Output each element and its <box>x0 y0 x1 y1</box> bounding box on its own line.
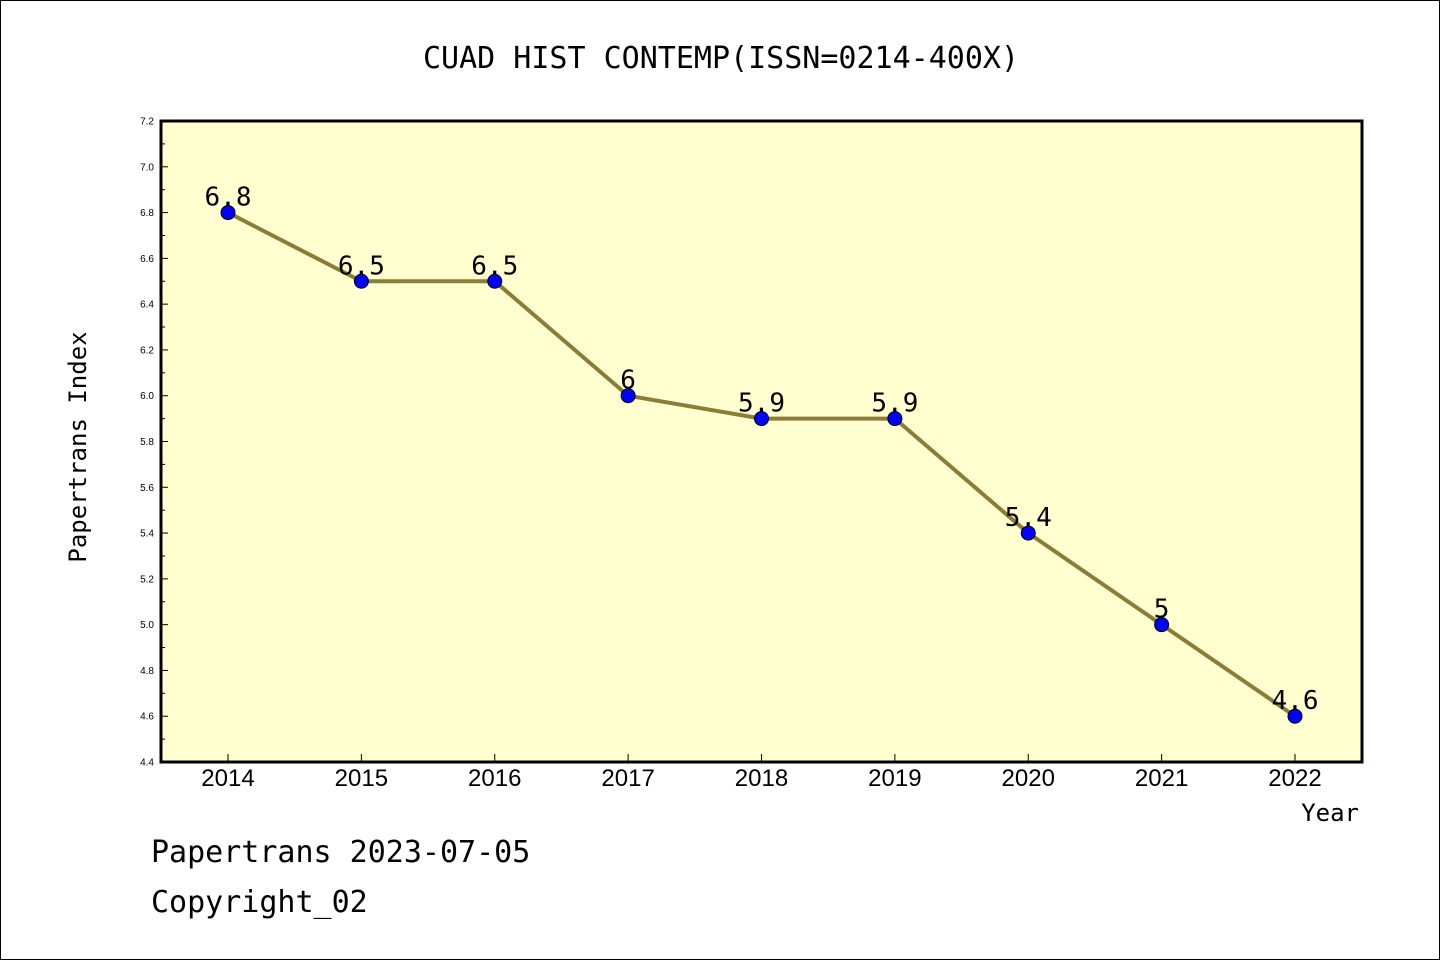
x-tick-label: 2014 <box>201 765 254 792</box>
data-label: 5.4 <box>1005 503 1052 533</box>
data-point <box>1020 525 1036 541</box>
y-tick-label: 5.8 <box>140 437 154 448</box>
x-tick-label: 2022 <box>1268 765 1321 792</box>
y-tick-label: 6.6 <box>140 254 154 265</box>
data-labels: 6.8 6.5 6.5 6 5.9 5.9 5.4 5 4.6 <box>205 183 1319 717</box>
y-tick-label: 7.2 <box>140 117 154 128</box>
x-tick-label: 2016 <box>468 765 521 792</box>
x-axis-label: Year <box>1301 799 1359 827</box>
y-tick-label: 6.2 <box>140 345 154 356</box>
copyright-text: Copyright_02 <box>151 885 368 920</box>
y-tick-label: 6.8 <box>140 208 154 219</box>
plot-area <box>159 119 1364 764</box>
data-point <box>887 411 903 427</box>
x-tick-label: 2020 <box>1002 765 1055 792</box>
y-tick-label: 5.4 <box>140 529 154 540</box>
x-tick-label: 2015 <box>335 765 388 792</box>
data-markers <box>220 205 1303 724</box>
x-tick-label: 2018 <box>735 765 788 792</box>
data-label: 6.5 <box>471 251 518 281</box>
data-point <box>620 388 636 404</box>
y-tick-label: 4.4 <box>140 758 154 769</box>
x-axis: 2014 2015 2016 2017 2018 2019 2020 2021 2022 <box>201 754 1322 792</box>
y-tick-label: 4.6 <box>140 712 154 723</box>
y-tick-label: 5.6 <box>140 483 154 494</box>
y-tick-label: 5.0 <box>140 620 154 631</box>
x-tick-label: 2021 <box>1135 765 1188 792</box>
y-tick-label: 4.8 <box>140 666 154 677</box>
data-label: 6.5 <box>338 251 385 281</box>
data-point <box>754 411 769 427</box>
y-tick-label: 7.0 <box>140 162 154 173</box>
y-axis: 4.4 4.6 4.8 5.0 5.2 5.4 5.6 5.8 6.0 6.2 6.4 6.6 6.8 7… <box>140 117 168 769</box>
y-tick-label: 5.2 <box>140 574 154 585</box>
data-label: 5.9 <box>738 389 785 419</box>
y-axis-label: Papertrans Index <box>64 331 92 562</box>
data-point <box>1154 617 1170 633</box>
data-label: 6.8 <box>205 183 252 213</box>
data-label: 6 <box>620 366 636 396</box>
data-point <box>220 205 236 221</box>
source-text: Papertrans 2023-07-05 <box>151 835 531 870</box>
data-point <box>487 273 503 289</box>
chart-title: CUAD HIST CONTEMP(ISSN=0214-400X) <box>423 41 1019 76</box>
data-point <box>353 273 369 289</box>
x-tick-label: 2017 <box>601 765 654 792</box>
data-point <box>1287 708 1303 724</box>
data-label: 5 <box>1154 595 1170 625</box>
y-tick-label: 6.4 <box>140 300 154 311</box>
data-label: 4.6 <box>1272 686 1319 716</box>
y-tick-label: 6.0 <box>140 391 154 402</box>
data-label: 5.9 <box>871 389 918 419</box>
x-tick-label: 2019 <box>868 765 921 792</box>
